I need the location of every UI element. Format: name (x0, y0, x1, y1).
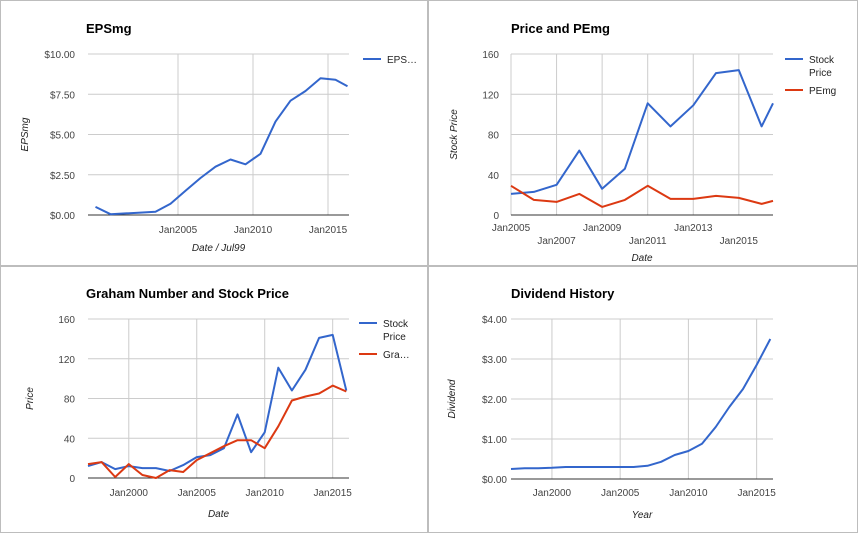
x-tick-label: Jan2015 (309, 225, 348, 236)
chart-svg-price-pemg: Price and PEmg 0 40 80 120 160 Jan2005 Jan2007 J… (449, 21, 836, 264)
x-tick-label: Jan2005 (492, 223, 531, 234)
y-axis-label: Stock Price (449, 109, 460, 160)
y-axis-label: Price (25, 387, 36, 410)
x-tick-label: Jan2000 (533, 488, 572, 499)
legend-label: Stock Price (383, 319, 409, 343)
x-tick-label: Jan2015 (737, 488, 776, 499)
chart-panel-epsmg: EPSmg $0.00 $2.50 $5.00 $7.50 $10.00 Jan2005 Ja… (0, 0, 428, 266)
x-tick-label: Jan2010 (234, 225, 273, 236)
x-tick-label: Jan2005 (178, 488, 217, 499)
chart-title: Price and PEmg (511, 21, 610, 36)
y-tick-label: $4.00 (482, 315, 507, 326)
y-tick-label: $2.00 (482, 395, 507, 406)
legend-label: Gra… (383, 350, 410, 361)
x-tick-label: Jan2000 (110, 488, 149, 499)
x-axis-label: Date / Jul99 (192, 243, 246, 254)
x-tick-label: Jan2005 (601, 488, 640, 499)
chart-svg-graham: Graham Number and Stock Price 0 40 80 120 160… (25, 286, 410, 520)
chart-panel-dividend: Dividend History $0.00 $1.00 $2.00 $3.00 $4.0… (428, 266, 858, 533)
series-line (95, 77, 348, 216)
y-axis-label: Dividend (447, 379, 458, 418)
y-tick-label: 0 (493, 211, 499, 222)
y-tick-label: $2.50 (50, 171, 75, 182)
y-tick-label: 160 (482, 50, 499, 61)
x-tick-label: Jan2007 (537, 236, 576, 247)
y-tick-label: $0.00 (482, 475, 507, 486)
series-line (87, 384, 347, 479)
chart-title: EPSmg (86, 21, 132, 36)
chart-panel-price-pemg: Price and PEmg 0 40 80 120 160 Jan2005 Jan2007 J… (428, 0, 858, 266)
legend-label-line: PEmg (809, 86, 836, 97)
x-axis-label: Date (208, 509, 230, 520)
x-tick-label: Jan2015 (720, 236, 759, 247)
y-axis-label: EPSmg (20, 117, 31, 151)
chart-panel-graham: Graham Number and Stock Price 0 40 80 120 160… (0, 266, 428, 533)
y-tick-label: $3.00 (482, 355, 507, 366)
chart-title: Graham Number and Stock Price (86, 286, 289, 301)
x-axis-label: Year (632, 510, 653, 521)
y-tick-label: 80 (64, 395, 76, 406)
y-tick-label: 40 (64, 434, 76, 445)
x-tick-label: Jan2015 (314, 488, 353, 499)
legend-label-line: Price (809, 68, 832, 79)
x-tick-label: Jan2005 (159, 225, 198, 236)
y-tick-label: $7.50 (50, 90, 75, 101)
y-tick-label: 120 (482, 90, 499, 101)
y-tick-label: 160 (58, 315, 75, 326)
series-line (510, 184, 774, 208)
x-tick-label: Jan2010 (669, 488, 708, 499)
y-tick-label: $0.00 (50, 211, 75, 222)
chart-title: Dividend History (511, 286, 615, 301)
legend-label: PEmg (809, 86, 836, 97)
chart-svg-epsmg: EPSmg $0.00 $2.50 $5.00 $7.50 $10.00 Jan2005 Ja… (20, 21, 417, 254)
legend-label: EPS… (387, 55, 417, 66)
y-tick-label: $10.00 (44, 50, 75, 61)
x-tick-label: Jan2009 (583, 223, 622, 234)
x-tick-label: Jan2010 (246, 488, 285, 499)
legend-label-line: Price (383, 332, 406, 343)
x-axis-label: Date (631, 253, 653, 264)
y-tick-label: 120 (58, 355, 75, 366)
series-line (510, 69, 774, 195)
legend-label-line: EPS… (387, 55, 417, 66)
y-tick-label: $5.00 (50, 131, 75, 142)
y-tick-label: $1.00 (482, 435, 507, 446)
x-tick-label: Jan2011 (629, 236, 667, 247)
chart-svg-dividend: Dividend History $0.00 $1.00 $2.00 $3.00 $4.0… (447, 286, 776, 521)
x-tick-label: Jan2013 (674, 223, 713, 234)
legend-label-line: Stock (383, 319, 409, 330)
series-line (510, 338, 772, 470)
y-tick-label: 40 (488, 171, 500, 182)
y-tick-label: 80 (488, 131, 500, 142)
legend-label-line: Gra… (383, 350, 410, 361)
legend-label: Stock Price (809, 55, 835, 79)
legend-label-line: Stock (809, 55, 835, 66)
y-tick-label: 0 (69, 474, 75, 485)
